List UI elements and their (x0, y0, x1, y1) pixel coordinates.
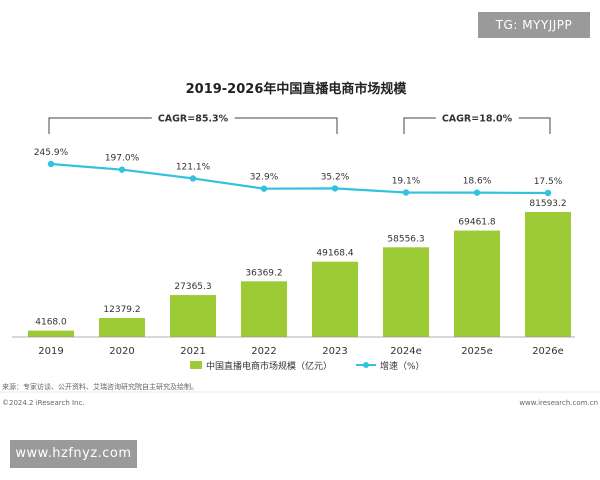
growth-point (544, 189, 552, 197)
growth-point (473, 189, 481, 196)
growth-label: 245.9% (34, 148, 69, 158)
bar-value-label: 49168.4 (316, 249, 353, 259)
growth-label: 17.5% (534, 177, 563, 187)
legend-line-label: 增速（%） (380, 360, 425, 372)
growth-point (47, 160, 55, 168)
growth-line (50, 162, 549, 195)
growth-label: 18.6% (463, 177, 492, 187)
watermark-top: TG: MYYJJPP (478, 12, 590, 38)
legend-bar-label: 中国直播电商市场规模（亿元） (206, 360, 332, 372)
cagr-annotations: CAGR=85.3% CAGR=18.0% (48, 112, 551, 134)
bar-value-label: 81593.2 (529, 199, 566, 209)
cagr-label: CAGR=18.0% (442, 114, 513, 125)
growth-point (118, 166, 126, 173)
bar-value-label: 12379.2 (103, 305, 140, 315)
growth-point (331, 185, 339, 192)
growth-series: 245.9% 197.0% 121.1% 32.9% 35.2% 19.1% 18.6% 17… (34, 148, 563, 197)
x-tick-label: 2021 (180, 346, 205, 357)
watermark-bottom: www.hzfnyz.com (10, 440, 137, 468)
cagr-label-bg (435, 112, 519, 126)
x-tick-label: 2020 (109, 346, 134, 357)
bar-series: 4168.0 12379.2 27365.3 36369.2 49168.4 58556.… (28, 199, 571, 337)
bar-2019 (28, 330, 74, 337)
legend-line-marker (363, 362, 369, 368)
bar-value-label: 69461.8 (458, 218, 495, 228)
growth-point (189, 175, 197, 182)
growth-label: 121.1% (176, 162, 211, 172)
growth-label: 35.2% (321, 172, 350, 182)
bar-value-label: 36369.2 (245, 268, 282, 278)
chart-title: 2019-2026年中国直播电商市场规模 (186, 81, 408, 97)
bar-2020 (99, 318, 145, 337)
bar-value-label: 27365.3 (174, 282, 211, 292)
x-tick-label: 2025e (461, 346, 493, 357)
bar-2023 (312, 261, 358, 337)
bar-2021 (170, 295, 216, 337)
x-tick-label: 2026e (532, 346, 564, 357)
growth-label: 19.1% (392, 176, 421, 186)
bar-2026e (525, 212, 571, 337)
bar-2022 (241, 281, 287, 337)
x-tick-label: 2022 (251, 346, 276, 357)
website-text: www.iresearch.com.cn (519, 399, 598, 407)
legend-bar-swatch (190, 361, 202, 369)
x-axis: 2019 2020 2021 2022 2023 2024e 2025e 2026e (12, 336, 575, 357)
legend: 中国直播电商市场规模（亿元） 增速（%） (190, 360, 425, 372)
x-tick-label: 2023 (322, 346, 347, 357)
growth-point (402, 189, 410, 196)
copyright-text: ©2024.2 iResearch Inc. (2, 399, 85, 407)
bar-2025e (454, 230, 500, 337)
cagr-label-bg (151, 112, 235, 126)
growth-point (260, 185, 268, 192)
bar-2024e (383, 247, 429, 337)
x-tick-label: 2019 (38, 346, 63, 357)
bar-value-label: 4168.0 (35, 318, 67, 328)
x-tick-label: 2024e (390, 346, 422, 357)
growth-label: 197.0% (105, 154, 140, 164)
bar-value-label: 58556.3 (387, 234, 424, 244)
source-note: 来源：专家访谈、公开资料、艾瑞咨询研究院自主研究及绘制。 (2, 382, 198, 391)
cagr-label: CAGR=85.3% (158, 114, 229, 125)
growth-label: 32.9% (250, 173, 279, 183)
